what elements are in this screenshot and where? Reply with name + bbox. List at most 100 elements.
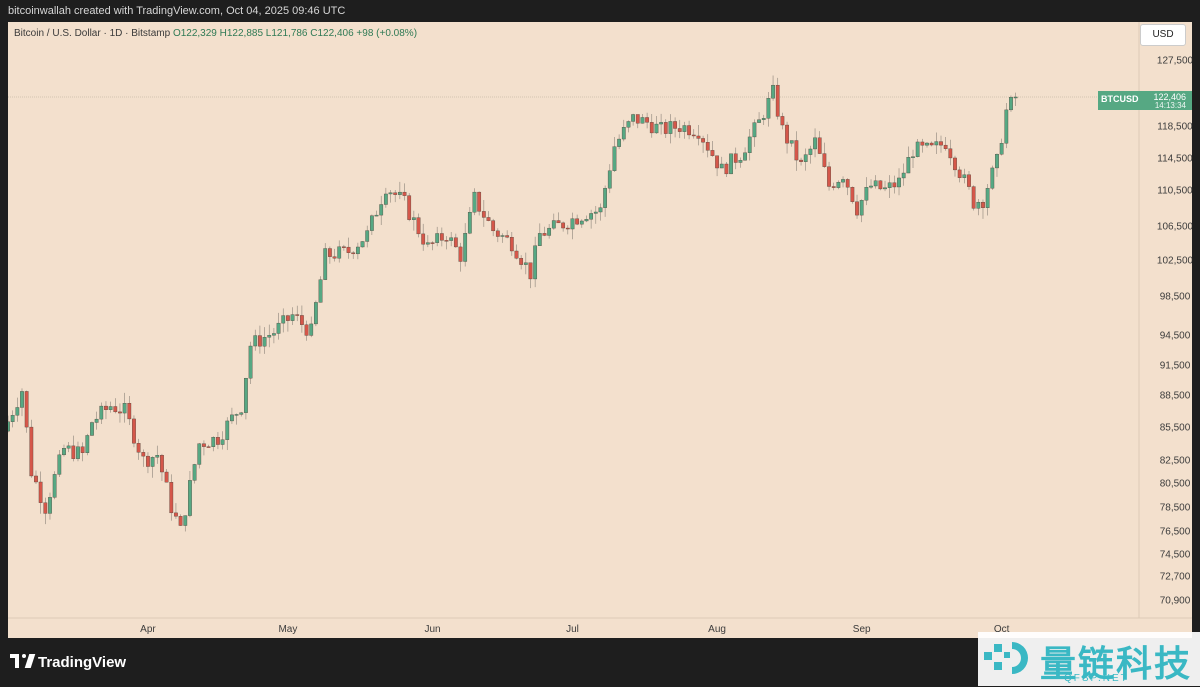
candlestick-chart[interactable]: 70,900 72,700 74,500 76,500 78,500 80,500 82,5…: [8, 22, 1192, 638]
candle-body: [953, 157, 957, 171]
candle: [164, 469, 169, 483]
candle-body: [915, 141, 920, 157]
candle-body: [234, 414, 239, 416]
candle-body: [15, 407, 20, 416]
candle-body: [272, 333, 276, 336]
candle: [355, 242, 360, 260]
candle: [281, 308, 286, 333]
tradingview-logo[interactable]: TradingView: [10, 654, 126, 671]
candle: [710, 141, 715, 157]
candle: [239, 411, 244, 417]
candle-body: [971, 186, 976, 209]
candle-body: [509, 237, 514, 252]
candle: [10, 410, 15, 428]
candle-body: [995, 154, 999, 169]
candle: [202, 440, 206, 456]
candles-group: [8, 75, 1018, 532]
time-axis[interactable]: Apr May Jun Jul Aug Sep Oct: [140, 624, 1009, 635]
candle-body: [57, 454, 62, 475]
candle: [183, 515, 188, 532]
price-tick-label: 88,500: [1160, 391, 1191, 402]
candle-body: [827, 166, 831, 187]
candle-body: [976, 201, 981, 209]
candle-body: [230, 414, 234, 422]
candle: [967, 170, 971, 190]
candle-body: [481, 211, 486, 218]
candle-body: [925, 142, 929, 146]
candle-body: [174, 512, 178, 517]
candle: [267, 324, 272, 348]
legend-ohlc: O122,329 H122,885 L121,786 C122,406 +98 …: [172, 28, 418, 39]
candle-body: [528, 262, 533, 280]
candle-body: [696, 135, 701, 139]
chart-panel[interactable]: 70,900 72,700 74,500 76,500 78,500 80,500 82,5…: [8, 22, 1192, 638]
candle-body: [276, 322, 281, 334]
candle: [365, 225, 370, 248]
candle-body: [873, 180, 878, 187]
candle: [757, 112, 761, 123]
candle-body: [85, 435, 90, 453]
price-tick-label: 106,500: [1157, 222, 1192, 233]
candle: [295, 305, 300, 322]
candle-body: [551, 220, 556, 229]
candle-body: [369, 215, 374, 231]
currency-button[interactable]: USD: [1140, 24, 1186, 46]
candle: [785, 121, 789, 154]
candle-body: [1009, 97, 1013, 111]
price-tick-label: 78,500: [1160, 503, 1191, 514]
candle: [953, 155, 957, 177]
candle-body: [323, 248, 328, 280]
time-tick-label: Aug: [708, 624, 726, 635]
candle: [407, 193, 412, 222]
candle: [411, 210, 416, 231]
candle: [383, 187, 388, 208]
time-tick-label: Jun: [424, 624, 440, 635]
time-tick-label: Apr: [140, 624, 156, 635]
candle: [981, 199, 985, 219]
tradingview-logo-text: TradingView: [38, 654, 127, 671]
candle: [640, 114, 645, 124]
candle: [458, 242, 463, 272]
candle-body: [48, 497, 52, 514]
candle: [323, 243, 328, 281]
candle-body: [239, 412, 244, 415]
candle: [995, 153, 999, 177]
candle-body: [178, 516, 183, 526]
candle-body: [957, 169, 962, 178]
candle: [150, 456, 155, 478]
candle-body: [579, 220, 584, 225]
candle: [603, 185, 607, 217]
candle: [663, 119, 668, 138]
candle-body: [8, 421, 10, 432]
candle-body: [785, 124, 789, 144]
candle: [80, 442, 85, 462]
candle-body: [864, 187, 869, 201]
candle: [733, 147, 738, 170]
candle-body: [383, 193, 388, 205]
candle: [929, 141, 934, 147]
credit-text: bitcoinwallah created with TradingView.c…: [8, 5, 346, 17]
candle-body: [542, 233, 547, 236]
candle: [253, 329, 258, 351]
candle-body: [738, 160, 743, 163]
candle-body: [202, 443, 206, 447]
candle-body: [747, 136, 752, 153]
candle-body: [24, 391, 29, 428]
candle: [337, 240, 342, 263]
candle-body: [682, 125, 687, 132]
candle: [104, 401, 108, 420]
candle-body: [649, 122, 654, 134]
candle-body: [379, 204, 384, 216]
candle-body: [687, 125, 691, 136]
price-axis[interactable]: 70,900 72,700 74,500 76,500 78,500 80,500 82,5…: [1157, 56, 1192, 607]
candle: [360, 241, 365, 248]
candle-body: [132, 418, 136, 444]
candle-body: [393, 192, 398, 195]
candle-body: [752, 122, 757, 138]
candle-body: [141, 452, 146, 457]
candle: [845, 178, 850, 196]
candle-body: [878, 180, 883, 190]
candle: [20, 388, 24, 417]
candle-body: [66, 445, 71, 449]
candle-body: [435, 233, 440, 243]
